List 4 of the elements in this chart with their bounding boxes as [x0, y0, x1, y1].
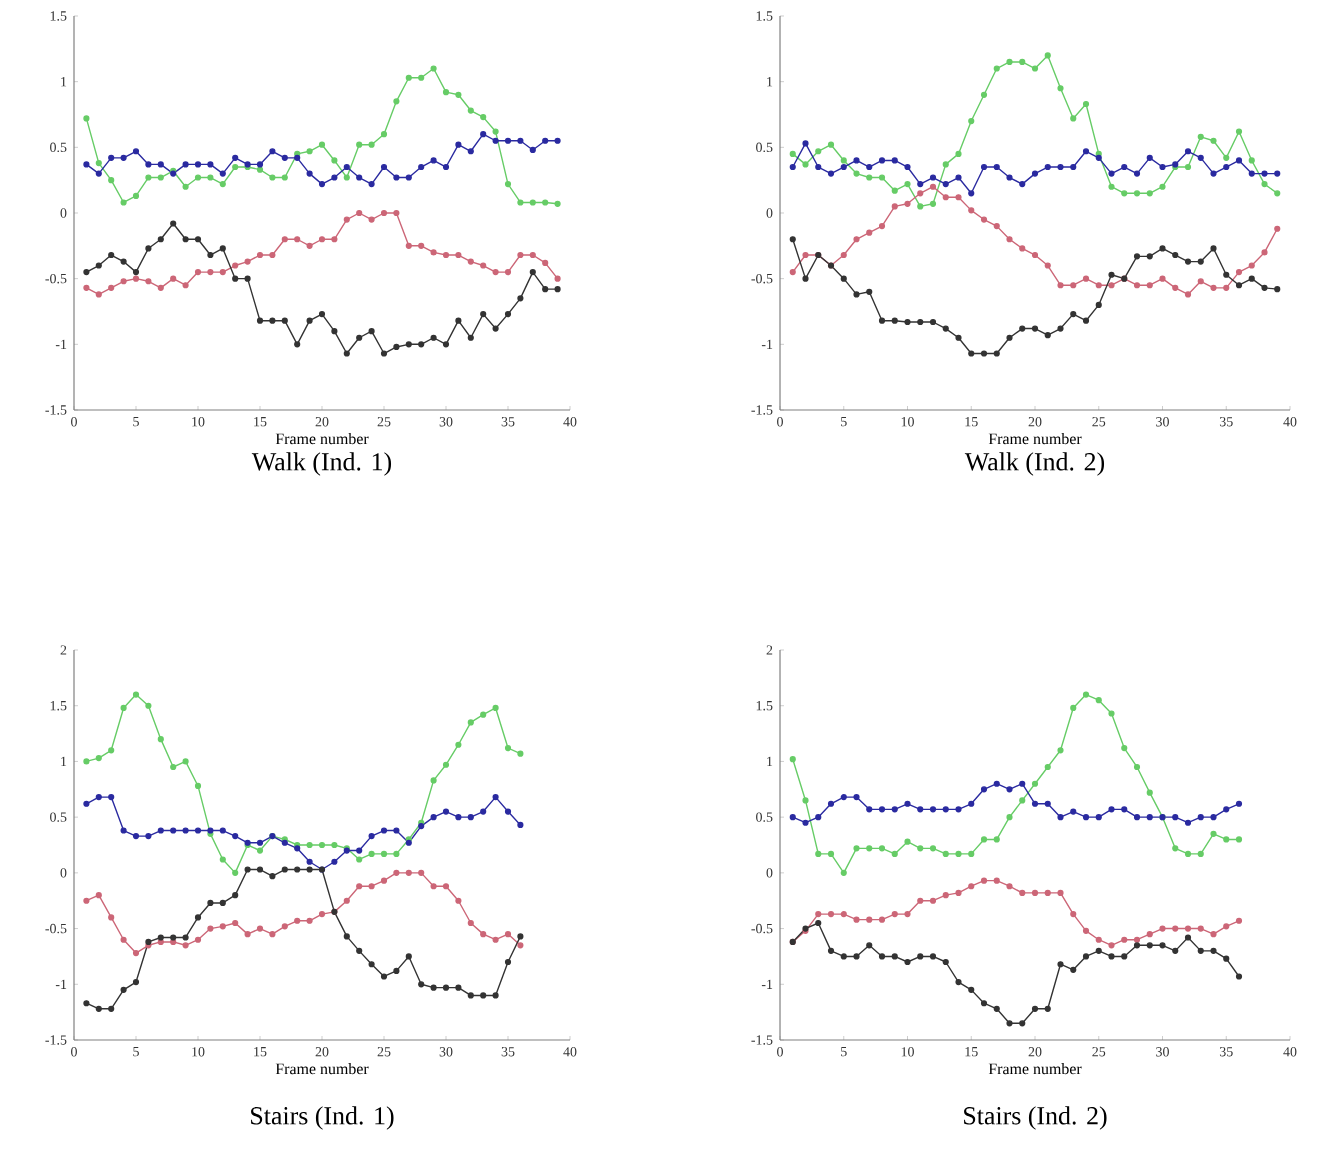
- text: Stairs (Ind. 1): [251, 1106, 394, 1130]
- text: Stairs (Ind. 2): [964, 1106, 1107, 1130]
- text: Walk (Ind. 1): [251, 452, 392, 476]
- text: Walk (Ind. 2): [964, 452, 1105, 476]
